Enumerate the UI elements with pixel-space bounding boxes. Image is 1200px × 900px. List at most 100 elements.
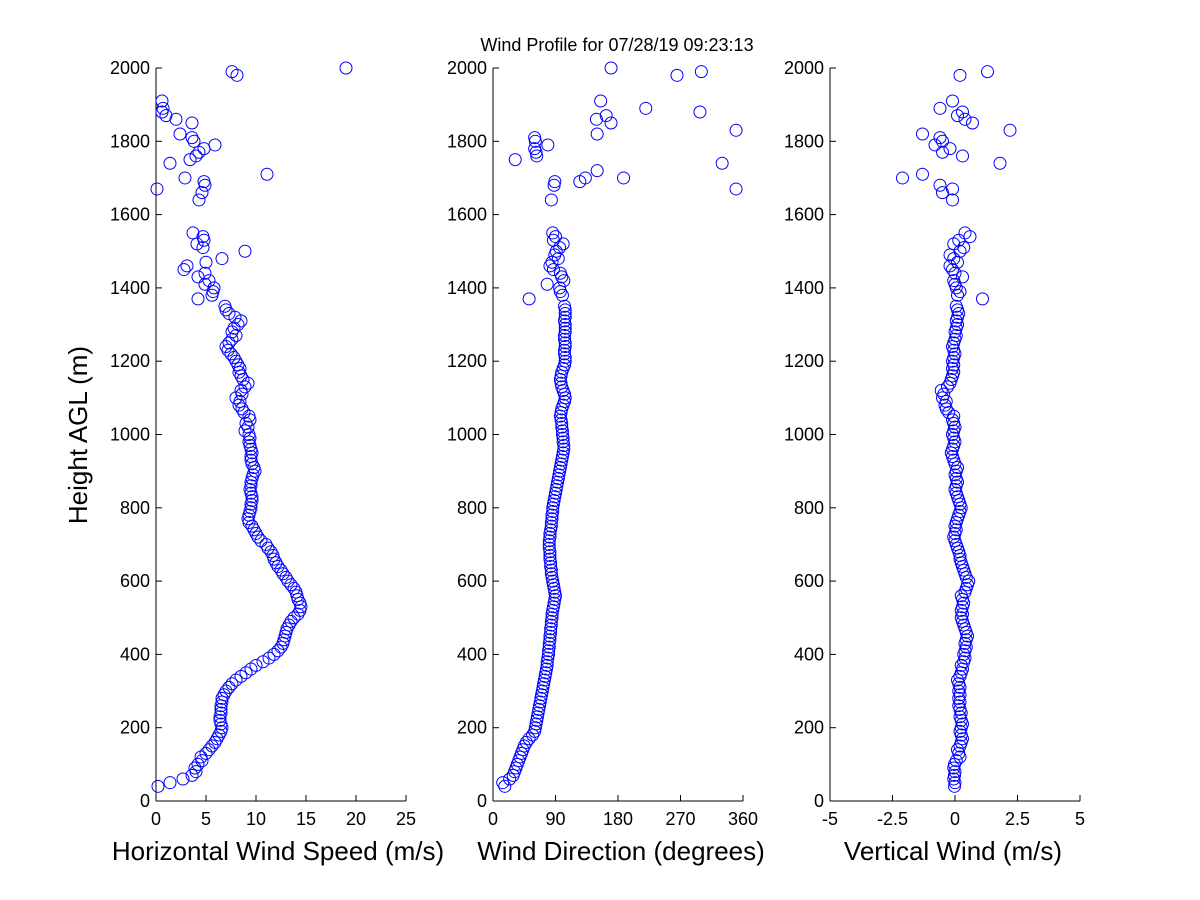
- data-point-vertical: [946, 94, 959, 108]
- y-tick-label-direction: 2000: [447, 58, 487, 78]
- data-point-vertical: [951, 512, 964, 526]
- data-point-vertical: [966, 116, 979, 130]
- data-point-speed: [289, 585, 303, 599]
- data-point-vertical: [961, 629, 974, 643]
- data-point-direction: [496, 776, 510, 790]
- data-point-vertical: [957, 618, 971, 632]
- data-point-vertical: [944, 446, 958, 460]
- data-point-vertical: [936, 134, 949, 148]
- y-tick-label-direction: 0: [477, 791, 487, 811]
- y-tick-label-direction: 1000: [447, 425, 487, 445]
- data-point-speed: [191, 292, 205, 306]
- y-tick-label-vertical: 1200: [784, 351, 824, 371]
- data-point-speed: [260, 167, 274, 181]
- data-point-vertical: [936, 145, 949, 159]
- y-tick-label-direction: 1200: [447, 351, 487, 371]
- data-point-direction: [549, 230, 562, 244]
- y-tick-label-direction: 400: [457, 644, 487, 664]
- x-tick-label-vertical: 5: [1075, 809, 1085, 829]
- data-point-vertical: [949, 314, 963, 328]
- data-point-vertical: [946, 263, 959, 277]
- data-point-direction: [519, 735, 533, 749]
- data-point-speed: [208, 138, 222, 152]
- data-point-direction: [543, 259, 557, 273]
- y-axis-label: Height AGL (m): [63, 346, 93, 524]
- x-axis-label-vertical-wind: Vertical Wind (m/s): [844, 836, 1062, 866]
- x-axis-label-horizontal-wind-speed: Horizontal Wind Speed (m/s): [112, 836, 444, 866]
- data-point-direction: [546, 504, 560, 518]
- data-point-vertical: [953, 497, 967, 511]
- data-point-direction: [544, 618, 558, 632]
- data-point-speed: [185, 116, 199, 130]
- data-point-speed: [187, 134, 201, 148]
- data-point-speed: [208, 735, 222, 749]
- data-point-vertical: [953, 688, 967, 702]
- data-point-vertical: [1003, 123, 1017, 137]
- data-point-direction: [549, 244, 563, 258]
- data-point-direction: [558, 347, 572, 361]
- data-point-vertical: [943, 142, 957, 156]
- data-point-speed: [271, 644, 285, 658]
- data-point-vertical: [947, 530, 961, 544]
- data-point-direction: [604, 61, 618, 75]
- data-point-speed: [251, 530, 265, 544]
- x-tick-label-direction: 0: [488, 809, 498, 829]
- data-point-vertical: [958, 636, 972, 650]
- data-point-vertical: [956, 614, 969, 628]
- data-point-direction: [544, 625, 558, 639]
- data-point-speed: [159, 109, 173, 123]
- y-tick-label-vertical: 2000: [784, 58, 824, 78]
- data-point-speed: [198, 277, 212, 291]
- panel-horizontal-wind-speed: Horizontal Wind Speed (m/s) 020040060080…: [110, 58, 444, 866]
- y-tick-label-vertical: 1000: [784, 425, 824, 445]
- data-point-vertical: [946, 193, 959, 207]
- y-tick-label-vertical: 600: [794, 571, 824, 591]
- data-point-vertical: [951, 490, 964, 504]
- data-point-vertical: [951, 310, 964, 324]
- data-point-vertical: [957, 655, 971, 669]
- data-point-speed: [249, 658, 263, 672]
- data-point-speed: [282, 618, 296, 632]
- y-tick-label-vertical: 1600: [784, 205, 824, 225]
- data-point-speed: [247, 523, 261, 537]
- x-tick-label-vertical: -5: [822, 809, 838, 829]
- data-point-speed: [196, 230, 210, 244]
- data-point-vertical: [976, 292, 989, 306]
- data-point-vertical: [948, 519, 962, 533]
- data-point-speed: [245, 493, 259, 507]
- data-point-speed: [267, 647, 281, 661]
- x-tick-label-speed: 20: [346, 809, 366, 829]
- data-point-vertical: [933, 101, 947, 115]
- data-point-vertical: [948, 526, 962, 540]
- data-point-speed: [291, 607, 305, 621]
- data-point-direction: [594, 94, 608, 108]
- data-point-vertical: [956, 270, 969, 284]
- data-point-speed: [215, 691, 229, 705]
- data-point-vertical: [948, 325, 962, 339]
- data-point-vertical: [957, 596, 971, 610]
- data-point-vertical: [953, 695, 967, 709]
- data-point-speed: [217, 688, 231, 702]
- data-point-speed: [222, 307, 236, 321]
- data-point-direction: [540, 658, 554, 672]
- data-point-speed: [192, 193, 206, 207]
- data-point-vertical: [954, 603, 968, 617]
- data-point-vertical: [896, 171, 909, 185]
- panel-vertical-wind: Vertical Wind (m/s) 0 200 400 600 800 1000 120…: [784, 58, 1085, 866]
- data-point-direction: [522, 292, 536, 306]
- data-point-speed: [225, 65, 239, 79]
- data-point-vertical: [948, 332, 962, 346]
- data-point-direction: [543, 548, 557, 562]
- data-point-vertical: [952, 545, 966, 559]
- y-tick-label-vertical: 1800: [784, 131, 824, 151]
- data-point-vertical: [937, 387, 951, 401]
- x-axis-label-wind-direction: Wind Direction (degrees): [477, 836, 765, 866]
- data-point-direction: [555, 288, 569, 302]
- data-point-speed: [191, 270, 205, 284]
- data-point-vertical: [951, 475, 964, 489]
- data-point-vertical: [958, 112, 972, 126]
- data-point-speed: [287, 581, 301, 595]
- data-point-vertical: [949, 281, 963, 295]
- data-point-direction: [589, 112, 603, 126]
- data-point-vertical: [943, 376, 957, 390]
